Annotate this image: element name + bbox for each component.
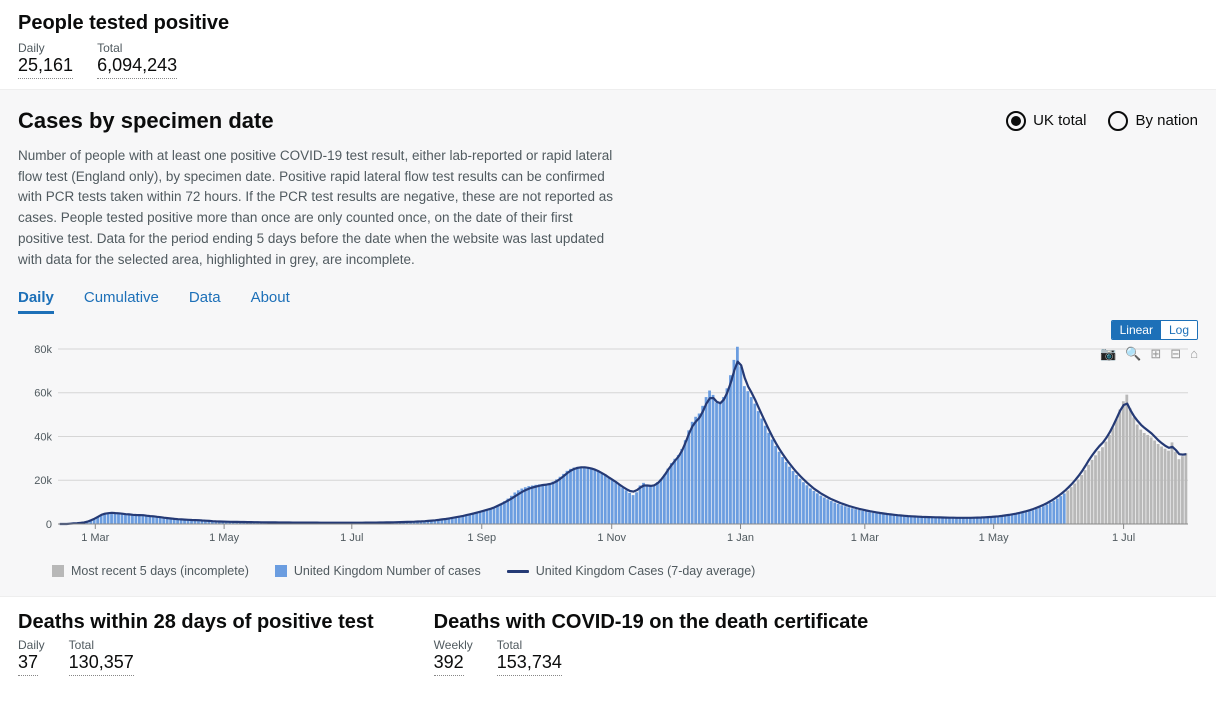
- positives-title: People tested positive: [18, 12, 1198, 35]
- swatch-incomplete: [52, 565, 64, 577]
- radio-icon: [1006, 111, 1026, 131]
- radio-icon: [1108, 111, 1128, 131]
- tab-data[interactable]: Data: [189, 289, 221, 314]
- svg-text:0: 0: [46, 519, 52, 531]
- tab-about[interactable]: About: [251, 289, 290, 314]
- tab-daily[interactable]: Daily: [18, 289, 54, 314]
- radio-uk-label: UK total: [1033, 112, 1086, 129]
- deaths-cert-total: Total 153,734: [497, 638, 562, 676]
- svg-text:40k: 40k: [34, 432, 52, 444]
- radio-by-nation[interactable]: By nation: [1108, 111, 1198, 131]
- zoom-out-icon[interactable]: ⊟: [1170, 346, 1181, 362]
- chart-description: Number of people with at least one posit…: [18, 146, 618, 272]
- svg-text:20k: 20k: [34, 475, 52, 487]
- swatch-avg: [507, 570, 529, 573]
- scale-linear-button[interactable]: Linear: [1112, 321, 1161, 339]
- positives-total: Total 6,094,243: [97, 41, 177, 79]
- legend-cases: United Kingdom Number of cases: [275, 564, 481, 578]
- deaths28-title: Deaths within 28 days of positive test: [18, 611, 374, 634]
- positives-daily-label: Daily: [18, 41, 73, 55]
- deaths28-daily: Daily 37: [18, 638, 45, 676]
- swatch-cases: [275, 565, 287, 577]
- zoom-icon[interactable]: 🔍: [1125, 346, 1141, 362]
- tab-cumulative[interactable]: Cumulative: [84, 289, 159, 314]
- home-icon[interactable]: ⌂: [1190, 346, 1198, 362]
- svg-text:1 Nov: 1 Nov: [597, 532, 626, 544]
- radio-nation-label: By nation: [1135, 112, 1198, 129]
- camera-icon[interactable]: 📷: [1100, 346, 1116, 362]
- svg-text:1 Jul: 1 Jul: [1112, 532, 1135, 544]
- svg-text:60k: 60k: [34, 388, 52, 400]
- svg-text:1 Jul: 1 Jul: [340, 532, 363, 544]
- deaths-cert-title: Deaths with COVID-19 on the death certif…: [434, 611, 869, 634]
- radio-uk-total[interactable]: UK total: [1006, 111, 1086, 131]
- svg-text:1 Mar: 1 Mar: [851, 532, 879, 544]
- chart-toolbar: 📷 🔍 ⊞ ⊟ ⌂: [1100, 346, 1198, 362]
- positives-daily: Daily 25,161: [18, 41, 73, 79]
- deaths28-total: Total 130,357: [69, 638, 134, 676]
- legend-avg: United Kingdom Cases (7-day average): [507, 564, 756, 578]
- positives-total-value: 6,094,243: [97, 55, 177, 79]
- positives-total-label: Total: [97, 41, 177, 55]
- svg-text:80k: 80k: [34, 344, 52, 356]
- svg-text:1 May: 1 May: [209, 532, 239, 544]
- svg-text:1 Mar: 1 Mar: [81, 532, 109, 544]
- cases-chart: 0 20k 40k 60k 80k 1 Mar 1 May 1 Jul 1 Sep 1 Nov 1 …: [18, 324, 1198, 554]
- zoom-in-icon[interactable]: ⊞: [1150, 346, 1161, 362]
- deaths-cert-weekly: Weekly 392: [434, 638, 473, 676]
- svg-text:1 Sep: 1 Sep: [467, 532, 496, 544]
- scale-log-button[interactable]: Log: [1161, 321, 1197, 339]
- svg-text:1 May: 1 May: [979, 532, 1009, 544]
- positives-daily-value: 25,161: [18, 55, 73, 79]
- svg-text:1 Jan: 1 Jan: [727, 532, 754, 544]
- chart-title: Cases by specimen date: [18, 108, 274, 134]
- legend-incomplete: Most recent 5 days (incomplete): [52, 564, 249, 578]
